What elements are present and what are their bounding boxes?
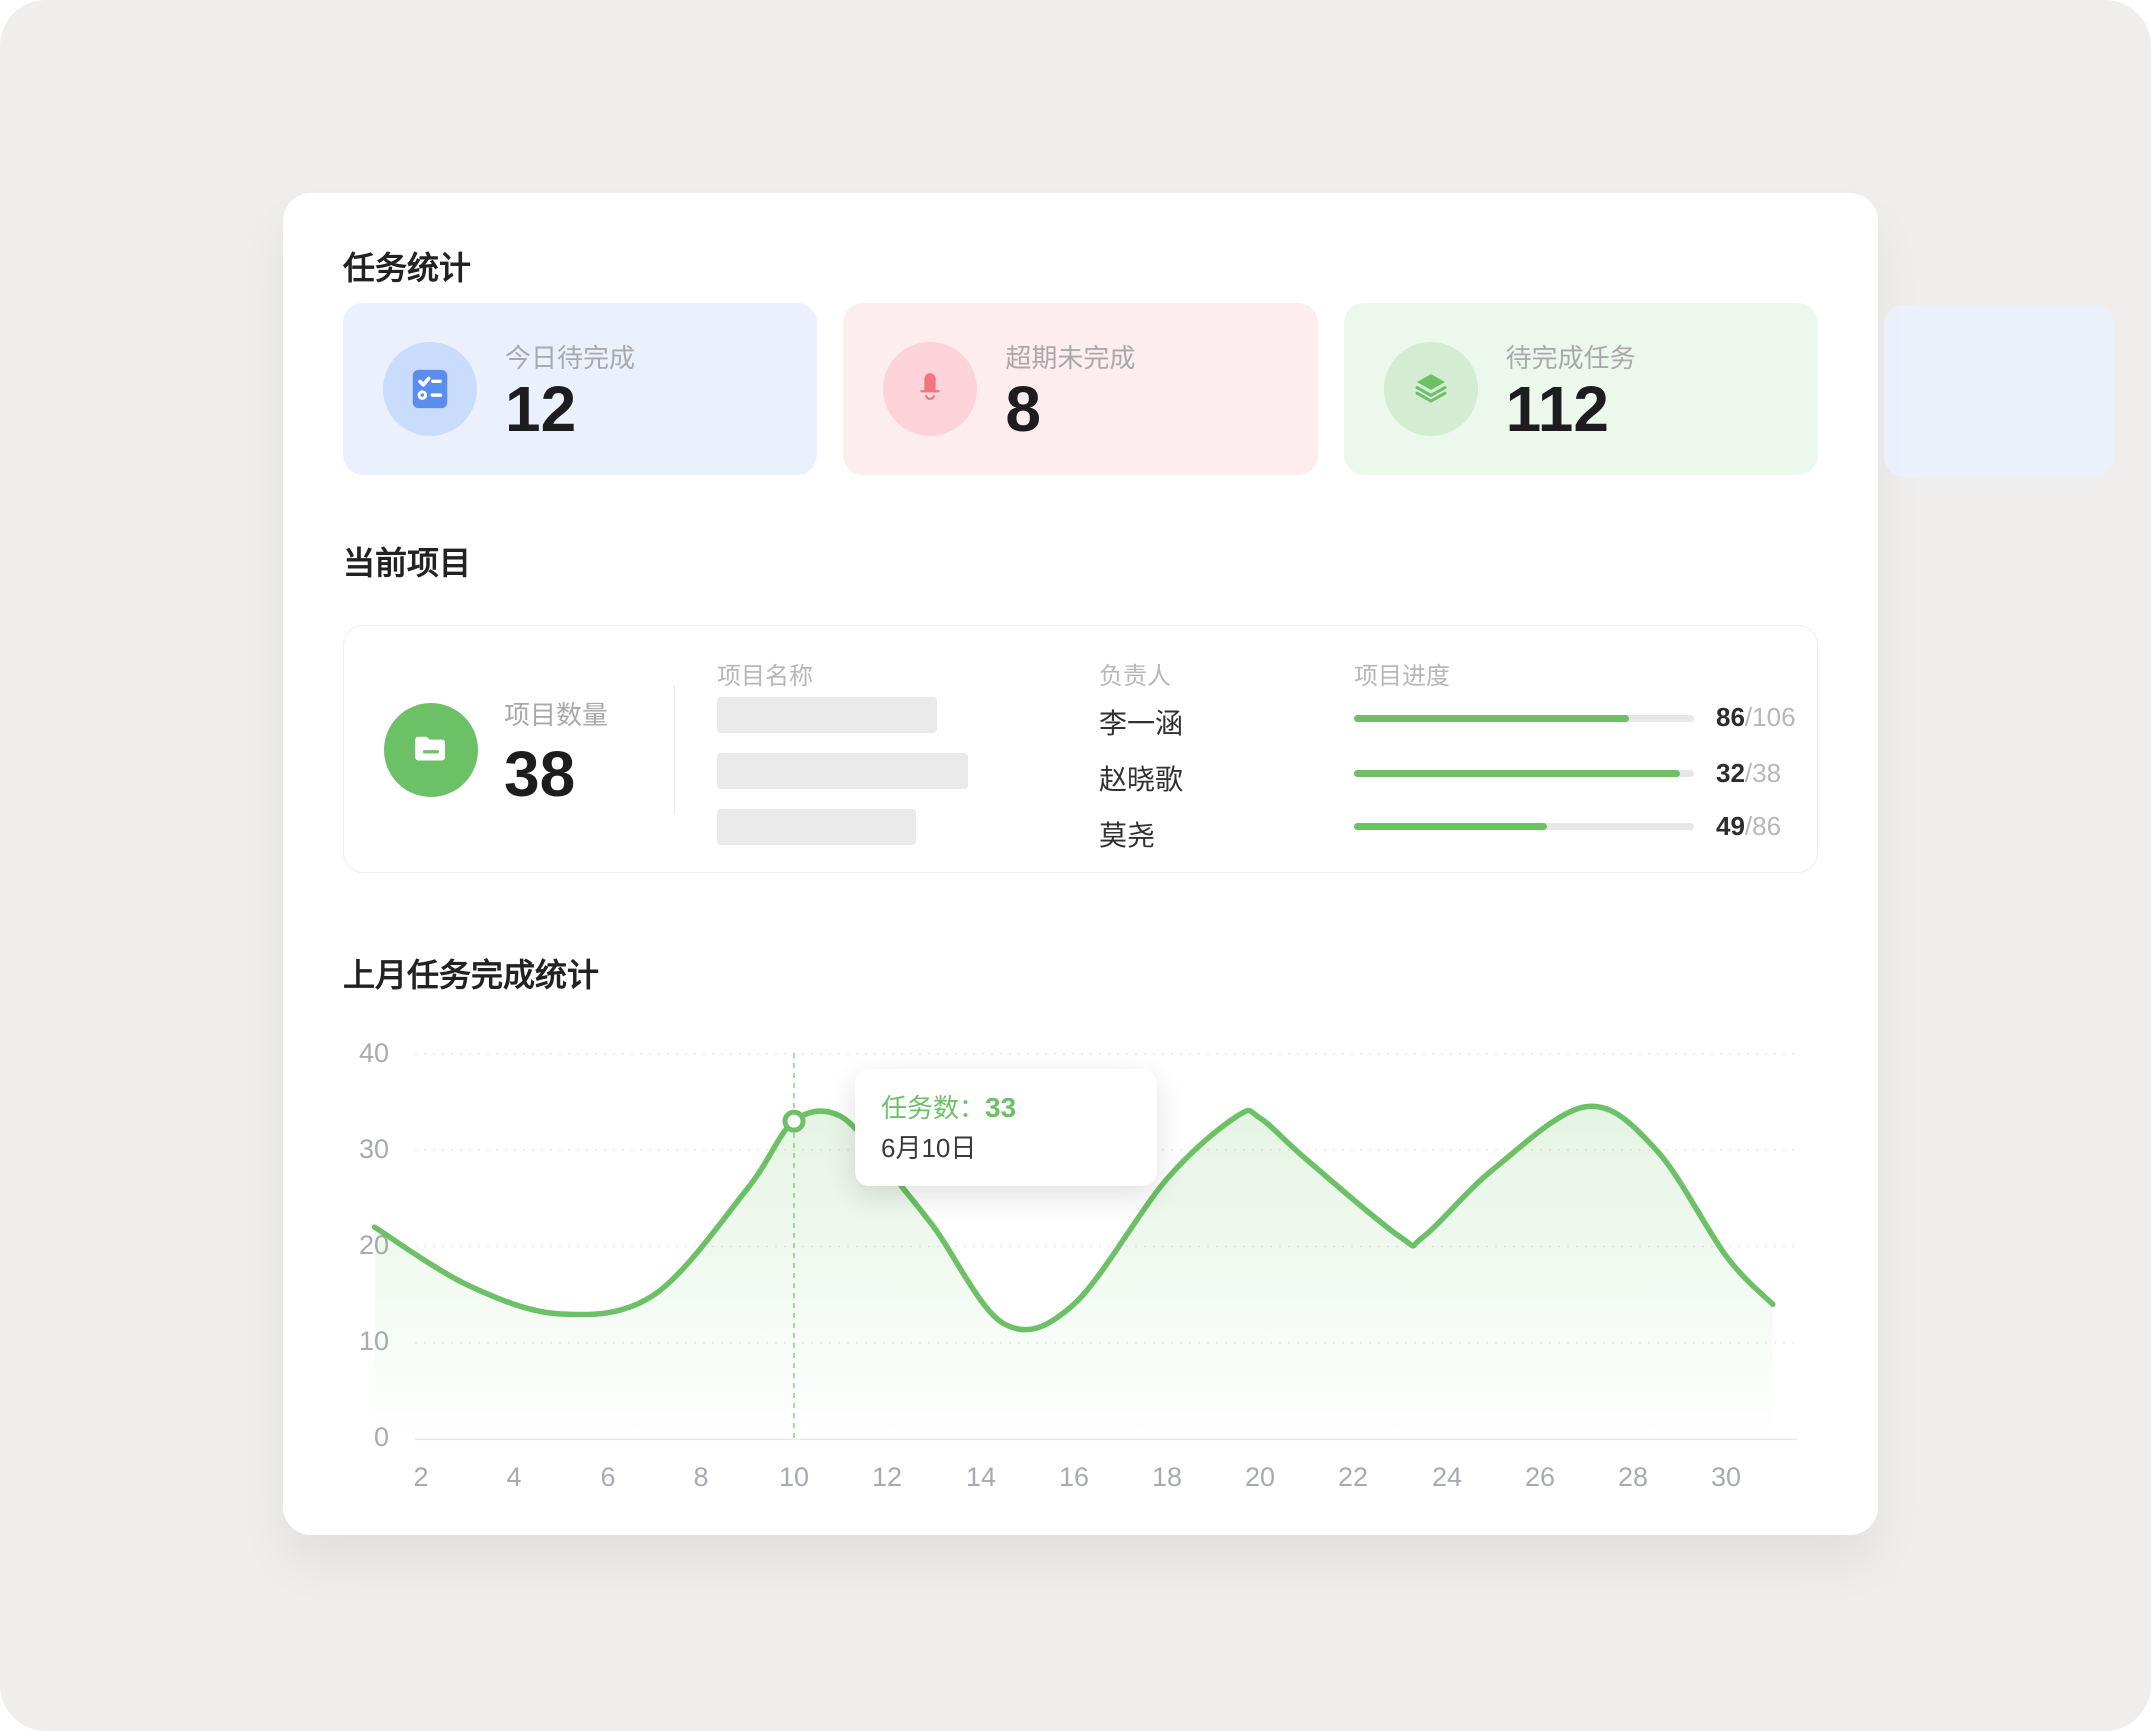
svg-text:20: 20 [1245, 1462, 1275, 1492]
svg-text:40: 40 [359, 1038, 389, 1068]
svg-text:30: 30 [359, 1134, 389, 1164]
svg-text:4: 4 [506, 1462, 521, 1492]
svg-text:2: 2 [413, 1462, 428, 1492]
svg-text:8: 8 [693, 1462, 708, 1492]
svg-text:18: 18 [1152, 1462, 1182, 1492]
svg-text:24: 24 [1432, 1462, 1462, 1492]
svg-text:30: 30 [1711, 1462, 1741, 1492]
svg-text:14: 14 [966, 1462, 996, 1492]
svg-text:22: 22 [1338, 1462, 1368, 1492]
svg-text:12: 12 [872, 1462, 902, 1492]
svg-text:10: 10 [779, 1462, 809, 1492]
svg-text:26: 26 [1525, 1462, 1555, 1492]
svg-text:28: 28 [1618, 1462, 1648, 1492]
svg-text:16: 16 [1059, 1462, 1089, 1492]
svg-text:6: 6 [600, 1462, 615, 1492]
